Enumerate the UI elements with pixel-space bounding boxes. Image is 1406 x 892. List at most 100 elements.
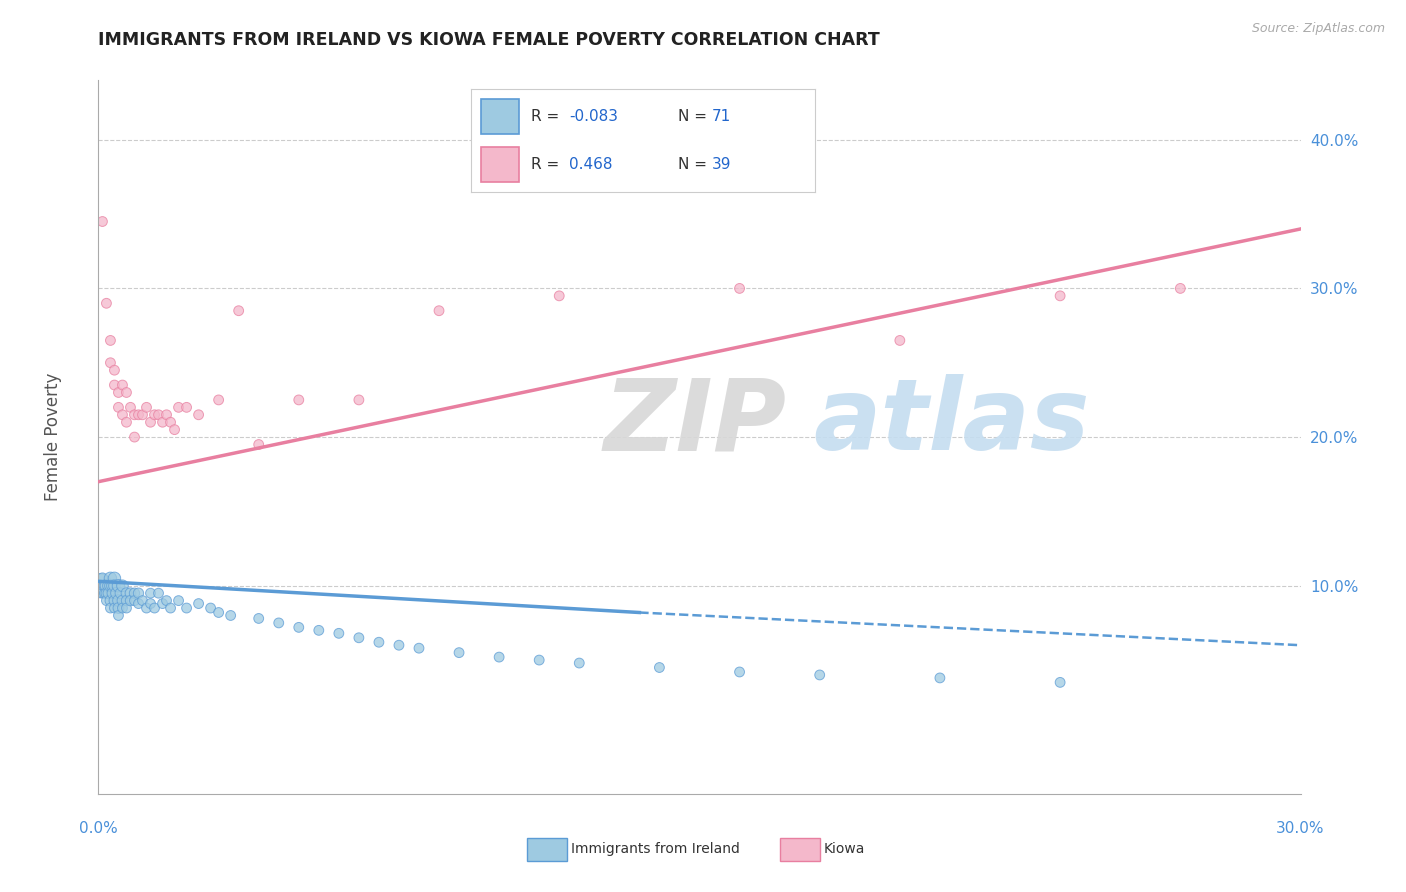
Point [115, 593, 138, 607]
Point [115, 586, 138, 600]
Point [728, 281, 751, 295]
Point [97, 586, 120, 600]
Point [152, 415, 174, 429]
Point [139, 586, 162, 600]
Point [208, 606, 231, 620]
Point [159, 601, 181, 615]
Text: R =: R = [531, 157, 564, 171]
Point [347, 392, 370, 407]
Point [135, 401, 157, 415]
Point [91, 214, 114, 228]
Text: atlas: atlas [814, 375, 1090, 471]
Point [1049, 289, 1071, 303]
Point [568, 656, 591, 670]
Point [427, 303, 450, 318]
Point [111, 579, 134, 593]
Point [103, 579, 125, 593]
Text: N =: N = [678, 110, 711, 124]
Point [187, 597, 209, 611]
Point [163, 423, 186, 437]
Point [93, 579, 115, 593]
Point [110, 586, 132, 600]
Point [103, 378, 125, 392]
Point [152, 597, 174, 611]
Point [100, 601, 122, 615]
Text: Kiowa: Kiowa [824, 842, 865, 856]
Text: Immigrants from Ireland: Immigrants from Ireland [571, 842, 740, 856]
Point [111, 593, 134, 607]
Point [288, 392, 311, 407]
Point [96, 579, 118, 593]
Point [100, 593, 122, 607]
Text: IMMIGRANTS FROM IRELAND VS KIOWA FEMALE POVERTY CORRELATION CHART: IMMIGRANTS FROM IRELAND VS KIOWA FEMALE … [98, 31, 880, 49]
Point [1170, 281, 1192, 295]
Point [120, 586, 142, 600]
Text: 30.0%: 30.0% [1277, 821, 1324, 836]
Point [328, 626, 350, 640]
Point [143, 408, 166, 422]
Point [368, 635, 391, 649]
Point [107, 601, 129, 615]
Text: Female Poverty: Female Poverty [44, 373, 62, 501]
Point [488, 650, 510, 665]
Point [1049, 675, 1071, 690]
Point [103, 571, 125, 585]
Point [139, 415, 162, 429]
Point [107, 385, 129, 400]
Point [111, 378, 134, 392]
Text: ZIP: ZIP [603, 375, 786, 471]
Point [105, 586, 128, 600]
Point [131, 593, 153, 607]
Point [96, 296, 118, 310]
Point [529, 653, 551, 667]
Point [101, 579, 124, 593]
Point [176, 601, 198, 615]
Point [167, 593, 190, 607]
Point [107, 608, 129, 623]
Point [167, 401, 190, 415]
Point [148, 408, 170, 422]
Point [288, 620, 311, 634]
Point [96, 593, 118, 607]
Point [187, 408, 209, 422]
Point [120, 401, 142, 415]
Point [200, 601, 222, 615]
Text: 71: 71 [713, 110, 731, 124]
Point [111, 408, 134, 422]
Point [208, 392, 231, 407]
Point [548, 289, 571, 303]
Point [120, 593, 142, 607]
Text: Source: ZipAtlas.com: Source: ZipAtlas.com [1251, 22, 1385, 36]
Point [107, 401, 129, 415]
Bar [481, 99, 519, 135]
Point [808, 668, 831, 682]
Point [228, 303, 250, 318]
Point [115, 601, 138, 615]
Point [131, 408, 153, 422]
Point [103, 593, 125, 607]
Text: R =: R = [531, 110, 564, 124]
Point [159, 415, 181, 429]
Point [408, 641, 430, 656]
Point [91, 571, 114, 585]
Text: -0.083: -0.083 [569, 110, 619, 124]
Point [124, 408, 146, 422]
Point [929, 671, 952, 685]
Point [124, 593, 146, 607]
Point [148, 586, 170, 600]
Point [115, 385, 138, 400]
Text: N =: N = [678, 157, 711, 171]
Point [347, 631, 370, 645]
Point [128, 408, 150, 422]
Point [115, 415, 138, 429]
Point [100, 356, 122, 370]
Point [96, 586, 118, 600]
Point [103, 601, 125, 615]
Point [100, 579, 122, 593]
Point [889, 334, 911, 348]
Point [111, 601, 134, 615]
Text: 39: 39 [713, 157, 731, 171]
Point [447, 646, 470, 660]
Point [97, 579, 120, 593]
Point [128, 586, 150, 600]
